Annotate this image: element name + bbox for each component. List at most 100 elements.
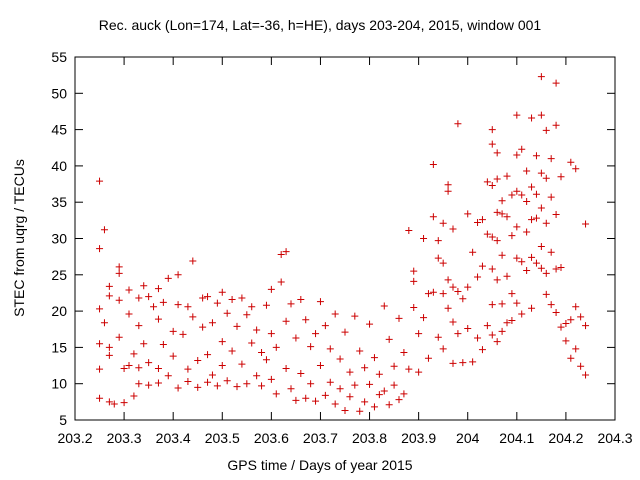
data-point (542, 290, 550, 298)
data-point (513, 254, 521, 262)
data-point (513, 187, 521, 195)
data-point (213, 382, 221, 390)
data-point (218, 338, 226, 346)
data-point (577, 362, 585, 370)
data-point (316, 298, 324, 306)
data-point (105, 292, 113, 300)
data-point (262, 301, 270, 309)
data-point (503, 213, 511, 221)
data-point (361, 364, 369, 372)
x-tick-label: 203.7 (303, 430, 338, 446)
data-point (174, 384, 182, 392)
data-point (262, 356, 270, 364)
data-point (120, 399, 128, 407)
y-tick-label: 15 (51, 339, 67, 355)
data-point (130, 392, 138, 400)
data-point (528, 216, 536, 224)
data-point (189, 313, 197, 321)
data-point (498, 197, 506, 205)
data-point (439, 345, 447, 353)
y-tick-label: 30 (51, 231, 67, 247)
data-point (297, 295, 305, 303)
data-point (547, 155, 555, 163)
data-point (582, 322, 590, 330)
data-point (483, 322, 491, 330)
y-tick-label: 5 (59, 412, 67, 428)
data-point (415, 368, 423, 376)
data-point (429, 160, 437, 168)
data-point (464, 283, 472, 291)
data-point (169, 327, 177, 335)
data-point (474, 273, 482, 281)
data-point (542, 219, 550, 227)
data-point (493, 276, 501, 284)
data-point (390, 362, 398, 370)
data-point (410, 303, 418, 311)
data-point (336, 385, 344, 393)
y-tick-label: 55 (51, 49, 67, 65)
data-point (395, 396, 403, 404)
data-point (243, 380, 251, 388)
data-point (493, 338, 501, 346)
data-point (518, 310, 526, 318)
data-point (130, 350, 138, 358)
data-point (464, 210, 472, 218)
data-point (567, 158, 575, 166)
data-point (474, 334, 482, 342)
data-point (213, 299, 221, 307)
x-axis-label: GPS time / Days of year 2015 (227, 457, 413, 473)
data-point (429, 288, 437, 296)
data-point (469, 248, 477, 256)
data-point (100, 319, 108, 327)
data-point (307, 343, 315, 351)
data-point (238, 360, 246, 368)
data-point (444, 304, 452, 312)
data-point (532, 190, 540, 198)
data-point (459, 359, 467, 367)
data-point (145, 359, 153, 367)
data-point (223, 377, 231, 385)
data-point (478, 262, 486, 270)
data-point (307, 380, 315, 388)
data-point (302, 316, 310, 324)
data-point (120, 364, 128, 372)
data-point (96, 177, 104, 185)
data-point (233, 383, 241, 391)
data-point (493, 208, 501, 216)
data-point (326, 378, 334, 386)
x-tick-label: 203.4 (156, 430, 191, 446)
data-point (154, 285, 162, 293)
chart-title: Rec. auck (Lon=174, Lat=-36, h=HE), days… (98, 17, 542, 33)
data-point (488, 140, 496, 148)
data-point (135, 364, 143, 372)
data-point (159, 340, 167, 348)
data-point (405, 227, 413, 235)
data-point (518, 258, 526, 266)
data-point (498, 251, 506, 259)
data-point (572, 345, 580, 353)
data-point (105, 282, 113, 290)
data-point (454, 330, 462, 338)
data-point (238, 294, 246, 302)
data-point (174, 271, 182, 279)
data-point (459, 295, 467, 303)
data-point (248, 339, 256, 347)
data-point (312, 330, 320, 338)
data-point (434, 254, 442, 262)
data-point (154, 315, 162, 323)
data-point (341, 328, 349, 336)
data-point (523, 228, 531, 236)
data-point (547, 301, 555, 309)
data-point (552, 211, 560, 219)
data-point (351, 381, 359, 389)
data-point (380, 302, 388, 310)
data-point (449, 283, 457, 291)
data-point (208, 319, 216, 327)
data-point (523, 197, 531, 205)
data-point (385, 335, 393, 343)
data-point (474, 219, 482, 227)
data-point (321, 391, 329, 399)
data-point (424, 354, 432, 362)
data-point (572, 303, 580, 311)
data-point (415, 330, 423, 338)
